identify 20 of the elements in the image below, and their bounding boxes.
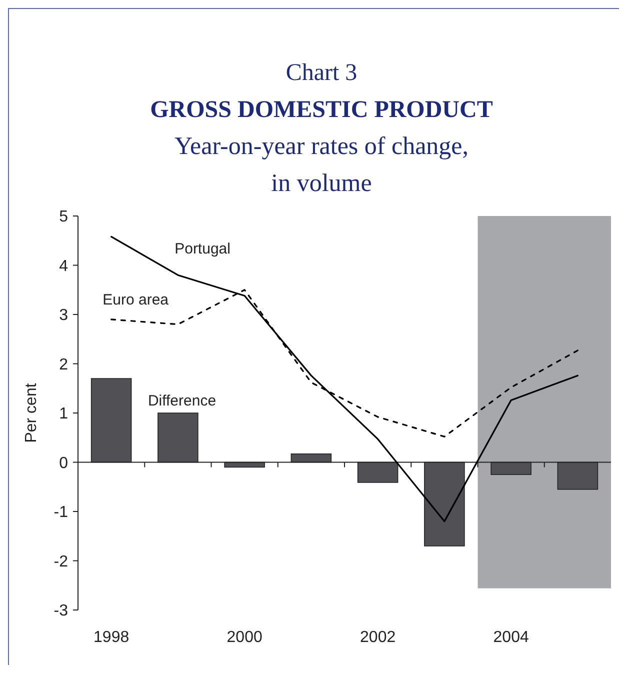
x-tick-label: 2000	[226, 629, 262, 646]
caption: Chart 3	[286, 60, 358, 86]
series-label: Portugal	[174, 240, 230, 258]
chart-title: GROSS DOMESTIC PRODUCT	[150, 97, 493, 123]
x-tick-label: 1998	[94, 629, 130, 646]
series-label: Euro area	[102, 292, 170, 309]
y-tick-label: 5	[59, 208, 68, 226]
y-tick-label: -3	[54, 602, 68, 620]
x-tick-label: 2002	[360, 629, 396, 646]
y-tick-label: 1	[59, 406, 68, 423]
y-tick-label: -1	[54, 504, 68, 522]
chart-subtitle: Year-on-year rates of change, in volume	[174, 133, 469, 197]
series-label: Difference	[148, 392, 216, 410]
y-tick-label: -2	[54, 553, 68, 570]
y-tick-label: 0	[59, 454, 68, 472]
y-tick-label: 2	[59, 356, 68, 374]
y-axis-title: Per cent	[23, 382, 40, 443]
x-tick-label: 2004	[493, 629, 529, 646]
y-tick-label: 4	[59, 258, 68, 275]
y-tick-label: 3	[59, 307, 68, 324]
